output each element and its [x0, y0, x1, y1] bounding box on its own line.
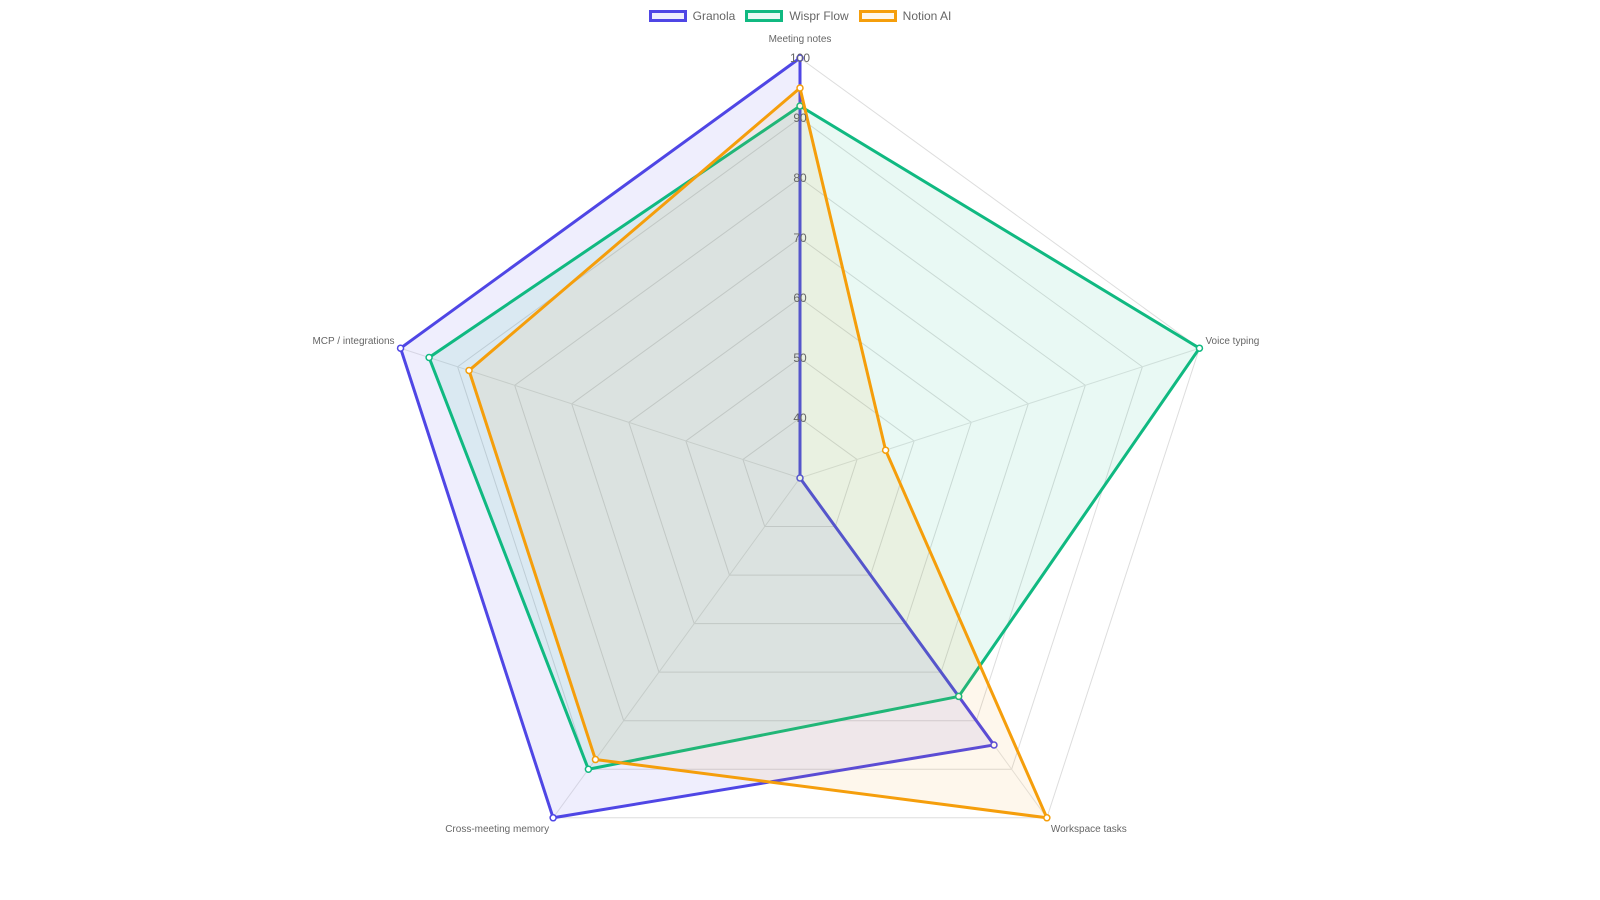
legend-label-wispr-flow: Wispr Flow [789, 9, 849, 23]
grid-ring-80 [514, 177, 1086, 722]
tick-label-100: 100 [790, 51, 810, 65]
tick-label-50: 50 [793, 351, 807, 365]
tick-label-60: 60 [793, 291, 807, 305]
tick-label-70: 70 [793, 231, 807, 245]
grid-ring-70 [571, 237, 1029, 673]
axis-label-2: Workspace tasks [1051, 824, 1127, 835]
legend-swatch-granola [648, 10, 687, 22]
point-granola-0 [796, 54, 804, 62]
series-wispr-flow [427, 104, 1202, 771]
point-wispr-flow-3 [584, 765, 593, 773]
legend-label-granola: Granola [692, 9, 736, 23]
point-notion-ai-4 [465, 366, 473, 375]
legend-item-wispr-flow[interactable]: Wispr Flow [745, 9, 849, 23]
tick-label-40: 40 [793, 411, 807, 425]
axis-label-1: Voice typing [1205, 336, 1259, 347]
tick-label-90: 90 [793, 111, 807, 125]
axis-label-4: MCP / integrations [312, 336, 394, 347]
axis-label-3: Cross-meeting memory [445, 824, 549, 835]
grid-ring-40 [742, 417, 858, 528]
radar-labels: 40 50 60 70 80 90 100 Meeting notes Voice typing… [312, 34, 1259, 835]
point-wispr-flow-1 [1195, 344, 1204, 352]
legend-label-notion-ai: Notion AI [902, 9, 952, 23]
point-granola-1 [796, 474, 804, 482]
angle-line-1 [799, 347, 1200, 479]
point-notion-ai-3 [591, 755, 600, 764]
point-granola-3 [549, 814, 557, 822]
tick-label-80: 80 [793, 171, 807, 185]
legend-swatch-notion-ai [858, 10, 897, 22]
chart-legend: Granola Wispr Flow Notion AI [0, 6, 1600, 26]
grid-ring-50 [685, 357, 915, 576]
point-granola-2 [990, 741, 998, 749]
legend-item-granola[interactable]: Granola [648, 9, 736, 23]
point-notion-ai-0 [796, 84, 804, 92]
grid-ring-60 [628, 297, 972, 625]
point-notion-ai-2 [1043, 814, 1051, 822]
series-notion-ai [467, 85, 1050, 820]
legend-swatch-wispr-flow [745, 10, 784, 22]
point-wispr-flow-2 [954, 692, 963, 701]
point-wispr-flow-4 [425, 353, 433, 362]
axis-label-0: Meeting notes [769, 34, 832, 45]
point-notion-ai-1 [881, 446, 890, 454]
legend-item-notion-ai[interactable]: Notion AI [858, 9, 952, 23]
grid-ring-90 [457, 117, 1143, 770]
point-granola-4 [396, 344, 405, 352]
radar-series [396, 54, 1204, 822]
